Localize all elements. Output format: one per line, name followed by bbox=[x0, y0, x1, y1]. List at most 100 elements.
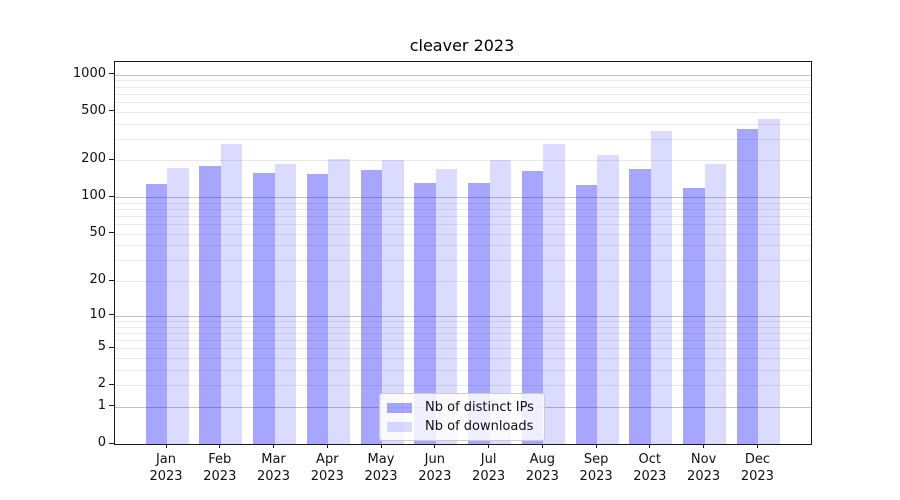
minor-gridline bbox=[115, 93, 811, 95]
x-tick-label: Dec 2023 bbox=[740, 452, 774, 484]
y-tick-label: 5 bbox=[97, 339, 106, 355]
minor-gridline bbox=[115, 111, 811, 113]
x-tick-label: Sep 2023 bbox=[579, 452, 613, 484]
minor-gridline bbox=[115, 339, 811, 341]
bar-distinct-ips-mar bbox=[253, 172, 275, 444]
minor-gridline bbox=[115, 80, 811, 82]
chart-title: cleaver 2023 bbox=[409, 36, 515, 55]
y-tick-label: 2 bbox=[97, 376, 106, 392]
x-tick-label: Nov 2023 bbox=[687, 452, 721, 484]
minor-gridline bbox=[115, 348, 811, 350]
bar-downloads-dec bbox=[758, 118, 780, 444]
minor-gridline bbox=[115, 216, 811, 218]
minor-gridline bbox=[115, 209, 811, 210]
minor-gridline bbox=[115, 160, 811, 162]
y-tick-mark bbox=[109, 158, 114, 160]
bar-downloads-jun bbox=[435, 169, 458, 444]
major-gridline bbox=[115, 315, 811, 317]
x-tick-label: Aug 2023 bbox=[525, 452, 559, 484]
minor-gridline bbox=[115, 245, 811, 247]
x-tick-mark bbox=[703, 444, 705, 448]
minor-gridline bbox=[115, 233, 811, 235]
y-tick-mark bbox=[109, 279, 114, 281]
minor-gridline bbox=[115, 224, 811, 226]
x-tick-label: Mar 2023 bbox=[256, 452, 291, 484]
plot-area: Nb of distinct IPs Nb of downloads bbox=[114, 61, 812, 445]
minor-gridline bbox=[115, 326, 811, 328]
y-tick-mark bbox=[109, 73, 114, 75]
minor-gridline bbox=[115, 86, 811, 88]
y-tick-mark bbox=[109, 314, 114, 316]
minor-gridline bbox=[115, 138, 811, 140]
y-tick-label: 500 bbox=[81, 102, 106, 118]
bar-downloads-jan bbox=[167, 167, 189, 444]
x-tick-label: Jul 2023 bbox=[472, 452, 506, 484]
x-tick-mark bbox=[541, 444, 543, 448]
bar-distinct-ips-aug bbox=[521, 171, 544, 444]
x-tick-label: Feb 2023 bbox=[203, 452, 237, 484]
minor-gridline bbox=[115, 202, 811, 204]
x-tick-mark bbox=[165, 444, 167, 448]
y-tick-mark bbox=[109, 110, 114, 112]
y-tick-mark bbox=[109, 442, 114, 444]
legend-label-downloads: Nb of downloads bbox=[425, 419, 534, 434]
y-tick-mark bbox=[109, 405, 114, 407]
x-tick-mark bbox=[756, 444, 758, 448]
bar-distinct-ips-feb bbox=[199, 165, 221, 444]
legend-row-downloads: Nb of downloads bbox=[387, 419, 534, 434]
minor-gridline bbox=[115, 281, 811, 283]
x-tick-mark bbox=[380, 444, 382, 448]
minor-gridline bbox=[115, 385, 811, 387]
minor-gridline bbox=[115, 332, 811, 334]
x-tick-mark bbox=[326, 444, 328, 448]
bar-distinct-ips-apr bbox=[306, 174, 329, 444]
bar-downloads-mar bbox=[274, 163, 296, 444]
minor-gridline bbox=[115, 320, 811, 322]
bar-downloads-oct bbox=[650, 131, 673, 444]
y-tick-label: 1 bbox=[97, 397, 106, 413]
y-tick-label: 200 bbox=[81, 151, 106, 167]
x-tick-mark bbox=[595, 444, 597, 448]
y-tick-mark bbox=[109, 232, 114, 234]
bar-downloads-aug bbox=[543, 144, 565, 444]
bar-downloads-apr bbox=[328, 159, 350, 444]
y-tick-label: 20 bbox=[89, 272, 106, 288]
x-tick-mark bbox=[434, 444, 436, 448]
minor-gridline bbox=[115, 369, 811, 371]
x-tick-mark bbox=[488, 444, 490, 448]
bar-distinct-ips-jun bbox=[414, 182, 436, 444]
bar-downloads-jul bbox=[489, 159, 512, 444]
x-tick-mark bbox=[219, 444, 221, 448]
legend-swatch-downloads bbox=[387, 421, 412, 432]
legend-swatch-distinct-ips bbox=[387, 402, 412, 413]
bar-distinct-ips-jan bbox=[145, 184, 167, 444]
legend-label-distinct-ips: Nb of distinct IPs bbox=[425, 400, 534, 415]
bar-distinct-ips-oct bbox=[629, 169, 651, 444]
bar-downloads-nov bbox=[704, 163, 727, 444]
minor-gridline bbox=[115, 123, 811, 125]
x-tick-label: Jan 2023 bbox=[149, 452, 183, 484]
bar-downloads-sep bbox=[597, 154, 619, 444]
bar-downloads-may bbox=[382, 159, 404, 444]
bar-distinct-ips-may bbox=[360, 170, 382, 444]
legend: Nb of distinct IPs Nb of downloads bbox=[379, 393, 545, 441]
y-tick-label: 50 bbox=[89, 224, 106, 240]
bar-downloads-feb bbox=[220, 143, 243, 444]
y-tick-label: 1000 bbox=[72, 65, 106, 81]
y-tick-mark bbox=[109, 195, 114, 197]
x-tick-label: May 2023 bbox=[364, 452, 398, 484]
x-tick-mark bbox=[273, 444, 274, 448]
major-gridline bbox=[115, 197, 811, 199]
x-tick-label: Jun 2023 bbox=[418, 452, 452, 484]
bar-distinct-ips-nov bbox=[683, 187, 705, 444]
y-tick-mark bbox=[109, 346, 114, 348]
minor-gridline bbox=[115, 101, 811, 103]
y-tick-label: 0 bbox=[97, 435, 106, 450]
minor-gridline bbox=[115, 260, 811, 262]
x-tick-label: Apr 2023 bbox=[310, 452, 344, 484]
bar-distinct-ips-dec bbox=[736, 128, 759, 444]
bar-distinct-ips-sep bbox=[575, 185, 598, 444]
x-tick-label: Oct 2023 bbox=[633, 452, 667, 484]
minor-gridline bbox=[115, 357, 811, 359]
